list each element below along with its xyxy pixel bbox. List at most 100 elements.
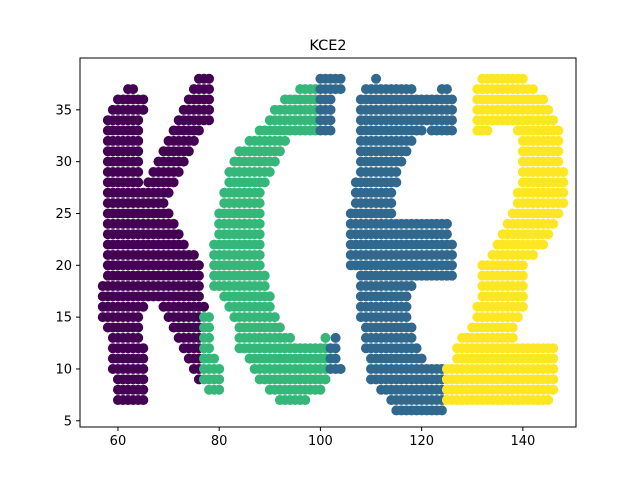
- y-tick-label: 10: [55, 362, 72, 377]
- y-tick-label: 30: [55, 155, 72, 170]
- data-point: [441, 218, 452, 229]
- data-point: [138, 104, 149, 115]
- data-point: [138, 384, 149, 395]
- data-point: [133, 167, 144, 178]
- data-point: [163, 208, 174, 219]
- data-point: [264, 291, 275, 302]
- data-point: [315, 384, 326, 395]
- data-point: [214, 363, 225, 374]
- data-point: [168, 177, 179, 188]
- data-point: [254, 187, 265, 198]
- data-point: [274, 146, 285, 157]
- data-point: [517, 291, 528, 302]
- data-point: [558, 187, 569, 198]
- data-point: [204, 84, 215, 95]
- data-point: [548, 343, 559, 354]
- data-point: [163, 187, 174, 198]
- data-point: [320, 374, 331, 385]
- data-point: [209, 353, 220, 364]
- data-point: [447, 125, 457, 136]
- data-point: [401, 312, 412, 323]
- x-tick-label: 80: [211, 434, 228, 449]
- data-point: [254, 218, 265, 229]
- data-point: [553, 156, 564, 167]
- data-point: [543, 104, 554, 115]
- data-point: [128, 84, 139, 95]
- data-point: [325, 125, 336, 136]
- data-point: [543, 229, 554, 240]
- data-point: [188, 249, 199, 260]
- data-point: [548, 384, 559, 395]
- data-point: [138, 94, 149, 105]
- data-point: [254, 239, 265, 250]
- data-point: [371, 73, 382, 84]
- data-point: [386, 208, 397, 219]
- data-point: [386, 198, 397, 209]
- data-point: [173, 229, 184, 240]
- data-point: [214, 374, 225, 385]
- data-point: [416, 125, 427, 136]
- data-point: [193, 125, 204, 136]
- data-point: [330, 343, 341, 354]
- data-point: [447, 260, 457, 271]
- data-point: [447, 94, 457, 105]
- data-point: [204, 312, 215, 323]
- data-point: [133, 332, 144, 343]
- data-point: [254, 229, 265, 240]
- y-tick-label: 5: [64, 414, 72, 429]
- data-point: [543, 395, 554, 406]
- data-point: [447, 270, 457, 281]
- data-point: [517, 270, 528, 281]
- data-point: [553, 146, 564, 157]
- data-point: [553, 125, 564, 136]
- data-point: [259, 177, 270, 188]
- data-point: [391, 167, 402, 178]
- data-point: [279, 135, 290, 146]
- data-point: [204, 115, 215, 126]
- data-point: [527, 249, 538, 260]
- y-tick-label: 20: [55, 259, 72, 274]
- data-point: [204, 94, 215, 105]
- data-point: [133, 156, 144, 167]
- data-point: [517, 260, 528, 271]
- data-point: [441, 229, 452, 240]
- data-point: [269, 156, 280, 167]
- data-point: [138, 301, 149, 312]
- data-points: [97, 73, 569, 416]
- data-point: [548, 115, 559, 126]
- data-point: [325, 104, 336, 115]
- x-tick-label: 100: [308, 434, 333, 449]
- data-point: [138, 395, 149, 406]
- data-point: [193, 281, 204, 292]
- data-point: [214, 384, 225, 395]
- data-point: [138, 363, 149, 374]
- data-point: [259, 281, 270, 292]
- data-point: [188, 135, 199, 146]
- data-point: [193, 291, 204, 302]
- data-point: [447, 104, 457, 115]
- data-point: [447, 115, 457, 126]
- data-point: [436, 405, 447, 416]
- x-tick-label: 140: [510, 434, 535, 449]
- data-point: [259, 270, 270, 281]
- data-point: [138, 343, 149, 354]
- data-point: [133, 312, 144, 323]
- data-point: [330, 332, 341, 343]
- data-point: [386, 187, 397, 198]
- axes: 60 80 100 120 140 5 10 15 20 25 30 35: [55, 57, 577, 449]
- data-point: [527, 84, 538, 95]
- data-point: [406, 135, 417, 146]
- data-point: [320, 332, 331, 343]
- data-point: [335, 73, 346, 84]
- data-point: [517, 301, 528, 312]
- data-point: [285, 332, 296, 343]
- data-point: [548, 218, 559, 229]
- data-point: [558, 177, 569, 188]
- data-point: [264, 301, 275, 312]
- data-point: [199, 301, 209, 312]
- data-point: [133, 146, 144, 157]
- data-point: [416, 353, 427, 364]
- data-point: [335, 363, 346, 374]
- y-tick-label: 35: [55, 103, 72, 118]
